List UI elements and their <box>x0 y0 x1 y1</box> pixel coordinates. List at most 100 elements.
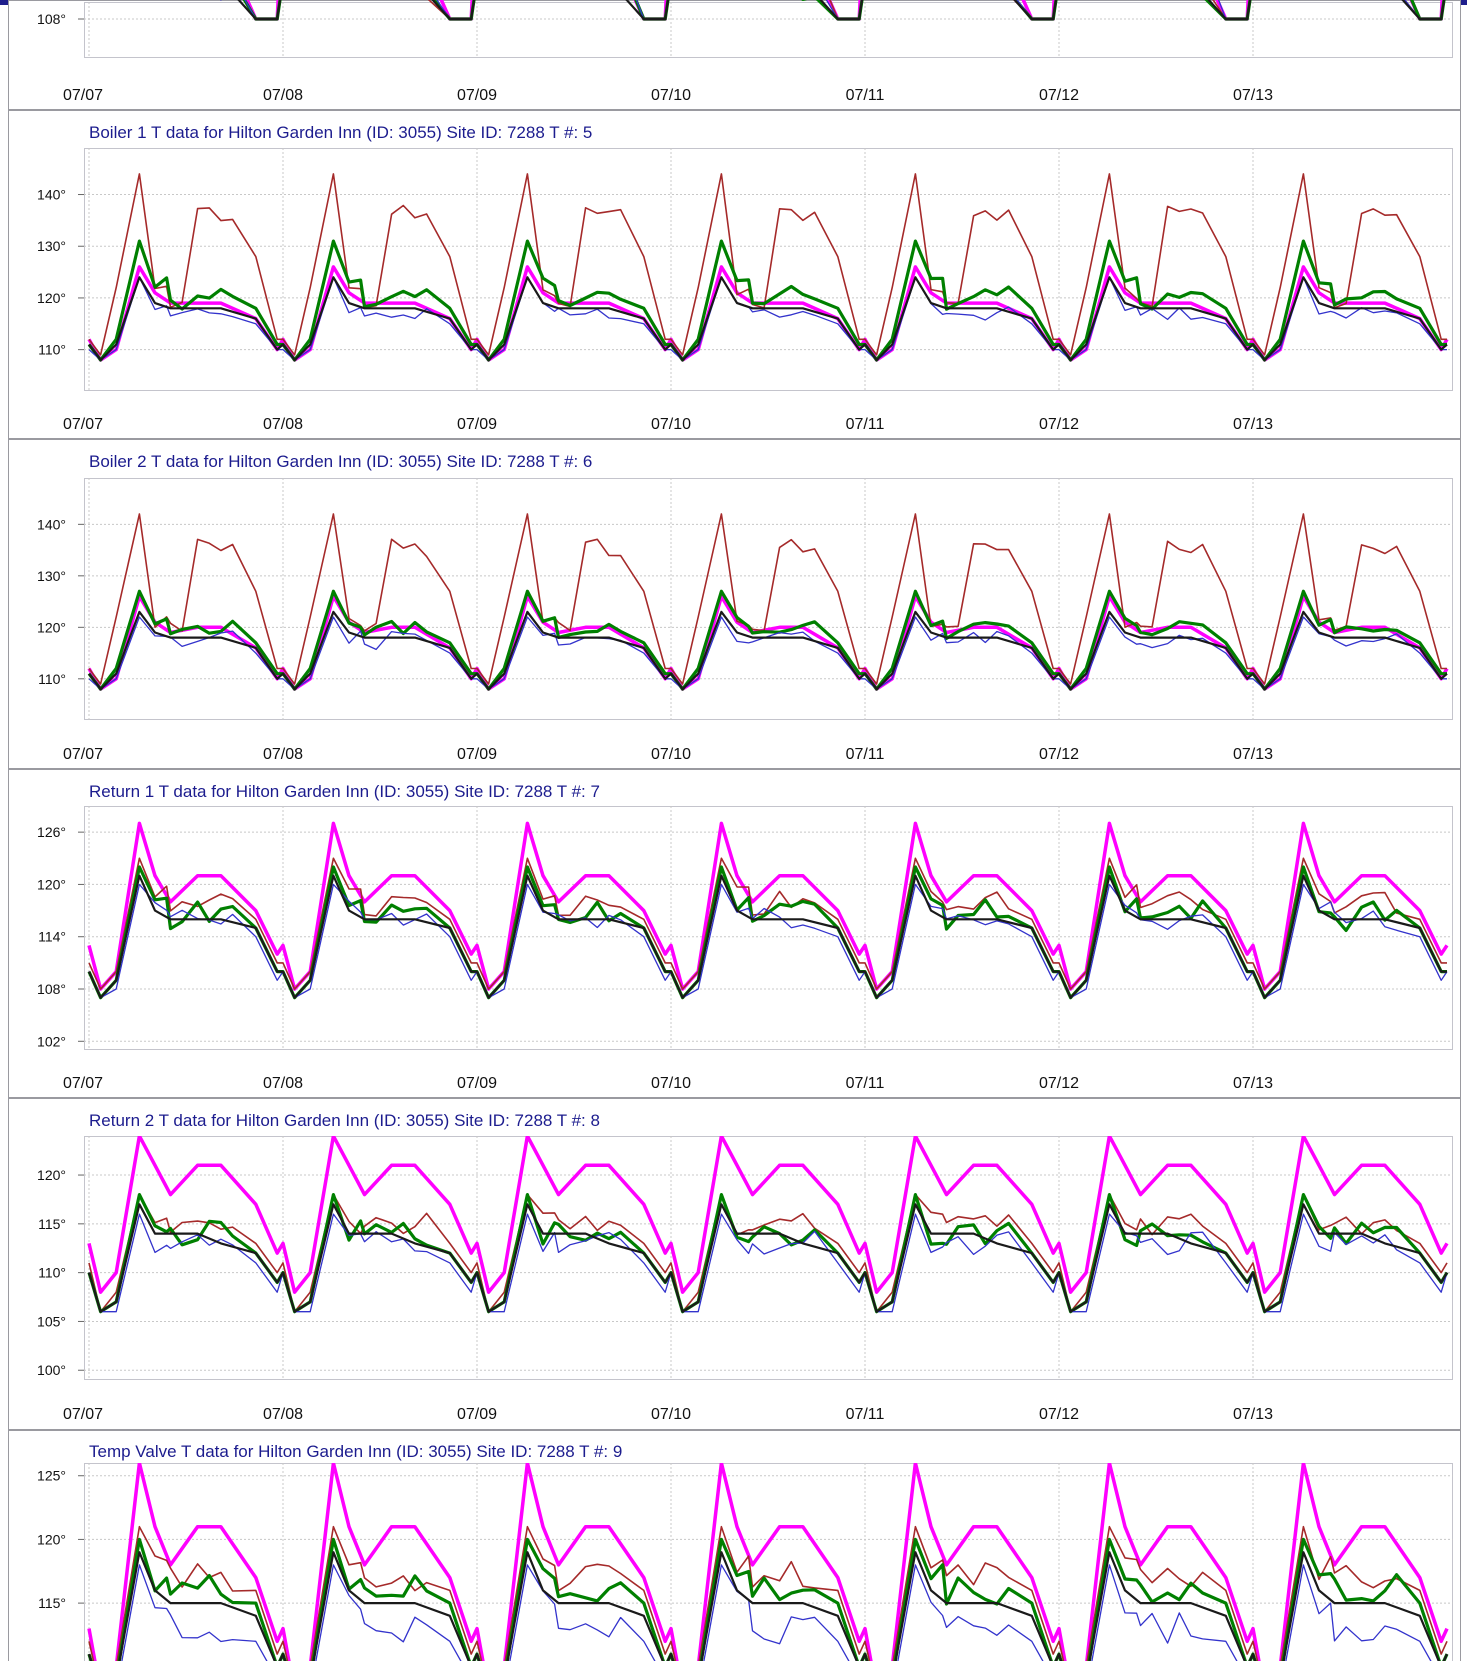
plot-area <box>84 478 1453 720</box>
series-group <box>87 1136 1449 1314</box>
x-tick-label: 07/13 <box>1233 416 1273 433</box>
series-line-blue <box>88 1213 1448 1313</box>
y-tick-label: 120° <box>37 1531 66 1547</box>
series-line-black <box>87 874 1447 999</box>
x-tick-label: 07/08 <box>263 1406 303 1423</box>
x-tick-label: 07/13 <box>1233 87 1273 104</box>
x-tick-label: 07/10 <box>651 1075 691 1092</box>
y-tick-label: 105° <box>37 1313 66 1329</box>
x-tick-label: 07/13 <box>1233 746 1273 763</box>
x-tick-label: 07/09 <box>457 416 497 433</box>
series-line-green <box>87 589 1447 691</box>
y-tick-label: 110° <box>38 1265 66 1281</box>
plot-area <box>84 806 1453 1050</box>
x-tick-label: 07/10 <box>651 746 691 763</box>
series-group <box>87 513 1449 691</box>
y-tick-label: 108° <box>37 981 66 997</box>
panel-frame <box>8 1098 1461 1430</box>
series-line-blue <box>88 276 1447 361</box>
y-tick-label: 126° <box>37 824 66 840</box>
x-tick-label: 07/07 <box>63 1406 103 1423</box>
y-tick-label: 140° <box>37 516 66 532</box>
y-tick-label: 102° <box>37 1033 66 1049</box>
series-line-blue <box>121 1564 1432 1661</box>
x-tick-label: 07/10 <box>651 87 691 104</box>
x-tick-label: 07/11 <box>846 1406 885 1423</box>
y-tick-label: 120° <box>37 290 66 306</box>
chart-panel-5: 100° 105° 110° 115° 120° Return 2 T data for … <box>8 1098 1461 1430</box>
x-tick-label: 07/11 <box>846 1075 885 1092</box>
chart-panel-2: 110° 120° 130° 140° Boiler 1 T data for Hilt… <box>8 110 1461 439</box>
x-tick-label: 07/08 <box>263 416 303 433</box>
plot-area <box>84 148 1453 391</box>
series-line-black <box>88 610 1448 691</box>
x-tick-label: 07/13 <box>1233 1406 1273 1423</box>
x-tick-label: 07/09 <box>457 87 497 104</box>
y-tick-label: 130° <box>37 238 66 254</box>
chart-panel-1: 108° 07/07 07/08 07/09 07/10 07/11 07/12 07/13 <box>8 0 1461 110</box>
y-tick-label: 120° <box>37 1167 66 1183</box>
x-tick-label: 07/11 <box>846 416 885 433</box>
series-line-black <box>87 1203 1448 1313</box>
x-tick-label: 07/08 <box>263 87 303 104</box>
panel-frame <box>8 1430 1461 1661</box>
chart-title: Return 1 T data for Hilton Garden Inn (I… <box>89 782 600 801</box>
series-line-black <box>88 276 1448 362</box>
y-tick-label: 120° <box>37 876 66 892</box>
y-tick-label: 108° <box>37 11 66 27</box>
series-line-brown <box>88 1525 1448 1661</box>
chart-title: Boiler 2 T data for Hilton Garden Inn (I… <box>89 452 592 471</box>
x-tick-label: 07/07 <box>63 416 103 433</box>
plot-area <box>84 1463 1453 1661</box>
y-tick-label: 130° <box>37 568 66 584</box>
chart-title: Boiler 1 T data for Hilton Garden Inn (I… <box>89 123 592 142</box>
y-tick-label: 110° <box>38 671 66 687</box>
plot-area <box>84 1136 1453 1380</box>
x-tick-label: 07/11 <box>846 87 885 104</box>
series-line-green <box>87 239 1447 362</box>
x-tick-label: 07/12 <box>1039 746 1079 763</box>
series-line-black <box>237 0 1446 21</box>
x-tick-label: 07/09 <box>457 1075 497 1092</box>
x-tick-label: 07/13 <box>1233 1075 1273 1092</box>
y-tick-label: 110° <box>38 342 66 358</box>
y-tick-label: 125° <box>37 1468 66 1484</box>
y-tick-label: 140° <box>37 187 66 203</box>
series-line-magenta <box>87 1463 1449 1661</box>
x-tick-label: 07/10 <box>651 1406 691 1423</box>
series-line-blue <box>88 883 1448 999</box>
x-tick-label: 07/12 <box>1039 87 1079 104</box>
x-tick-label: 07/09 <box>457 1406 497 1423</box>
y-tick-label: 114° <box>38 929 66 945</box>
chart-panel-3: 110° 120° 130° 140° Boiler 2 T data for Hilt… <box>8 439 1461 769</box>
panel-frame <box>8 0 1461 110</box>
y-tick-label: 115° <box>38 1595 66 1611</box>
x-tick-label: 07/11 <box>846 746 885 763</box>
x-tick-label: 07/12 <box>1039 1075 1079 1092</box>
x-tick-label: 07/07 <box>63 1075 103 1092</box>
series-group <box>87 173 1449 362</box>
x-tick-label: 07/12 <box>1039 1406 1079 1423</box>
series-line-black <box>87 1551 1449 1661</box>
y-tick-label: 100° <box>37 1362 66 1378</box>
series-line-brown <box>243 0 1445 20</box>
x-tick-label: 07/09 <box>457 746 497 763</box>
y-tick-label: 115° <box>38 1216 66 1232</box>
x-tick-label: 07/08 <box>263 746 303 763</box>
x-tick-label: 07/07 <box>63 87 103 104</box>
x-tick-label: 07/07 <box>63 746 103 763</box>
x-tick-label: 07/12 <box>1039 416 1079 433</box>
series-group <box>87 1463 1449 1661</box>
chart-title: Temp Valve T data for Hilton Garden Inn … <box>89 1442 622 1461</box>
chart-panel-6: 110° 115° 120° 125° Temp Valve T data for Hi… <box>8 1430 1461 1661</box>
panel-frame <box>8 769 1461 1098</box>
plot-area <box>84 2 1453 58</box>
y-tick-label: 110° <box>38 1659 66 1661</box>
series-group <box>220 0 1446 21</box>
y-tick-label: 120° <box>37 619 66 635</box>
series-group <box>87 821 1449 1000</box>
x-tick-label: 07/08 <box>263 1075 303 1092</box>
chart-title: Return 2 T data for Hilton Garden Inn (I… <box>89 1111 600 1130</box>
series-line-magenta <box>87 1136 1449 1294</box>
